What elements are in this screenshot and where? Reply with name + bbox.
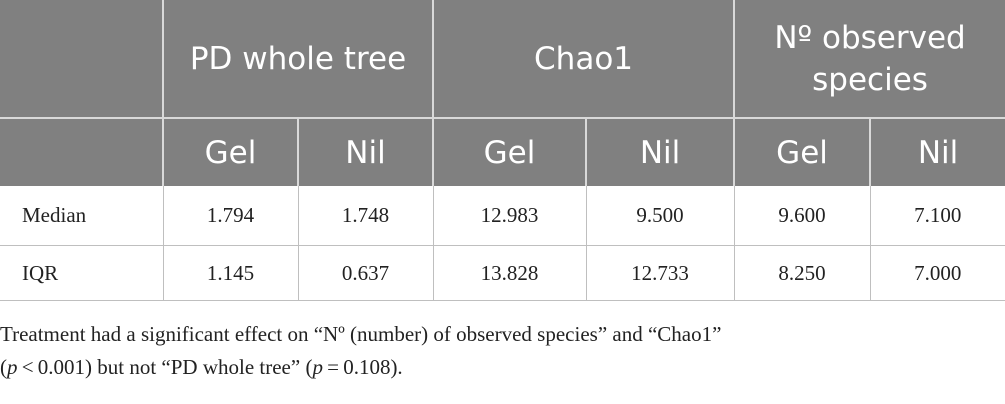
table-cell: 1.794 (163, 186, 299, 246)
header-corner-cell-lower (0, 118, 164, 186)
footnote-p-value-2: = 0.108). (322, 355, 403, 379)
footnote-p-symbol: p (7, 355, 18, 379)
subheader-pd-gel: Gel (163, 118, 299, 186)
footnote-p-value-1: < 0.001) but not “PD whole tree” ( (17, 355, 313, 379)
subheader-chao1-nil: Nil (586, 118, 736, 186)
table-cell: 7.100 (870, 186, 1005, 246)
table-footnote: Treatment had a significant effect on “N… (0, 322, 722, 379)
header-chao1: Chao1 (433, 0, 736, 119)
table-cell: 1.145 (163, 245, 299, 301)
table-row-median: Median 1.794 1.748 12.983 9.500 9.600 7.… (0, 186, 1005, 246)
table-row-iqr: IQR 1.145 0.637 13.828 12.733 8.250 7.00… (0, 245, 1005, 301)
header-group-row: PD whole tree Chao1 Nº observed species (0, 0, 1005, 119)
subheader-pd-nil: Nil (298, 118, 435, 186)
subheader-chao1-gel: Gel (433, 118, 588, 186)
footnote-p-symbol: p (312, 355, 323, 379)
table-cell: 7.000 (870, 245, 1005, 301)
footnote-line-1: Treatment had a significant effect on “N… (0, 322, 722, 346)
table-cell: 12.983 (433, 186, 587, 246)
subheader-species-nil: Nil (870, 118, 1005, 186)
row-label: Median (0, 186, 164, 246)
table-cell: 12.733 (586, 245, 735, 301)
table-cell: 1.748 (298, 186, 434, 246)
row-label: IQR (0, 245, 164, 301)
header-observed-species: Nº observed species (734, 0, 1005, 119)
header-sub-row: Gel Nil Gel Nil Gel Nil (0, 118, 1005, 186)
header-pd-whole-tree: PD whole tree (163, 0, 435, 119)
table-cell: 9.500 (586, 186, 735, 246)
table-cell: 0.637 (298, 245, 434, 301)
table-cell: 13.828 (433, 245, 587, 301)
subheader-species-gel: Gel (734, 118, 872, 186)
header-corner-cell (0, 0, 164, 119)
results-table: PD whole tree Chao1 Nº observed species … (0, 0, 1005, 301)
table-cell: 9.600 (734, 186, 871, 246)
table-cell: 8.250 (734, 245, 871, 301)
